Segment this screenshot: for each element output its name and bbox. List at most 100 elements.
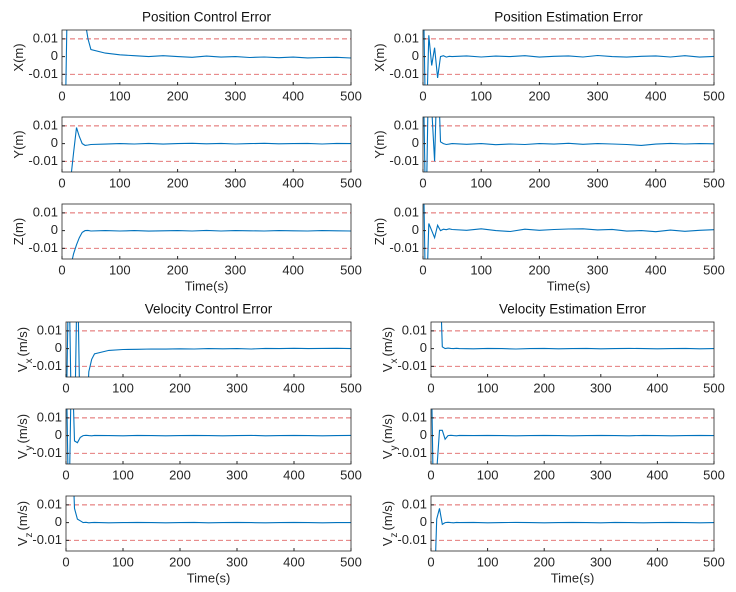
x-tick-label: 400 bbox=[645, 175, 667, 190]
y-label-subscript: x bbox=[24, 358, 35, 363]
data-line bbox=[431, 409, 714, 464]
x-tick-label: 300 bbox=[225, 262, 247, 277]
x-tick-label: 100 bbox=[470, 262, 492, 277]
axes-box bbox=[61, 116, 352, 173]
x-tick-label: 400 bbox=[645, 262, 667, 277]
y-axis-label: Vy(m/s) bbox=[15, 414, 35, 459]
y-label-main: Y(m) bbox=[11, 130, 26, 158]
x-tick-label: 200 bbox=[533, 554, 555, 569]
y-label-subscript: y bbox=[389, 445, 400, 450]
x-tick-label: 300 bbox=[225, 175, 247, 190]
y-label-unit: (m/s) bbox=[380, 414, 395, 444]
y-label-subscript: y bbox=[24, 445, 35, 450]
axes-box bbox=[430, 408, 715, 465]
y-label-main: V bbox=[380, 363, 395, 372]
y-label-main: X(m) bbox=[11, 43, 26, 71]
x-tick-label: 0 bbox=[58, 175, 65, 190]
y-axis-label: Vz(m/s) bbox=[380, 501, 400, 546]
x-tick-label: 0 bbox=[62, 467, 69, 482]
x-tick-label: 200 bbox=[169, 380, 191, 395]
x-tick-label: 500 bbox=[340, 88, 362, 103]
y-label-subscript: z bbox=[389, 532, 400, 537]
x-tick-label: 500 bbox=[703, 554, 725, 569]
x-tick-label: 100 bbox=[470, 88, 492, 103]
x-tick-label: 500 bbox=[703, 380, 725, 395]
y-tick-label: 0.01 bbox=[402, 496, 427, 511]
y-tick-label: 0.01 bbox=[402, 409, 427, 424]
x-tick-label: 400 bbox=[283, 380, 305, 395]
subplot-title: Position Estimation Error bbox=[494, 10, 643, 25]
x-tick-label: 200 bbox=[529, 88, 551, 103]
plot-area bbox=[423, 204, 714, 259]
plot-area bbox=[431, 496, 714, 551]
y-label-main: V bbox=[15, 537, 30, 546]
plot-area bbox=[66, 322, 351, 377]
x-tick-label: 300 bbox=[226, 380, 248, 395]
x-tick-label: 300 bbox=[590, 380, 612, 395]
y-label-unit: (m/s) bbox=[15, 501, 30, 531]
y-label-main: V bbox=[15, 363, 30, 372]
y-tick-label: -0.01 bbox=[389, 240, 419, 255]
y-tick-label: 0.01 bbox=[37, 496, 62, 511]
x-axis-label: Time(s) bbox=[187, 570, 231, 585]
x-tick-label: 400 bbox=[282, 262, 304, 277]
x-tick-label: 0 bbox=[427, 380, 434, 395]
x-tick-label: 100 bbox=[109, 175, 131, 190]
y-label-subscript: z bbox=[24, 532, 35, 537]
y-axis-label: Vx(m/s) bbox=[15, 327, 35, 372]
y-tick-label: 0 bbox=[412, 222, 419, 237]
y-tick-label: 0.01 bbox=[37, 409, 62, 424]
axes-box bbox=[61, 203, 352, 260]
y-axis-label: X(m) bbox=[11, 43, 26, 71]
axes-box bbox=[422, 29, 715, 86]
axes-box bbox=[61, 29, 352, 86]
data-line bbox=[423, 117, 714, 172]
y-axis-label: X(m) bbox=[372, 43, 387, 71]
data-line bbox=[435, 508, 714, 551]
y-tick-label: 0 bbox=[55, 514, 62, 529]
x-tick-label: 400 bbox=[282, 175, 304, 190]
plot-area bbox=[431, 409, 714, 464]
y-axis-label: Vz(m/s) bbox=[15, 501, 35, 546]
y-tick-label: -0.01 bbox=[28, 240, 58, 255]
y-label-main: Y(m) bbox=[372, 130, 387, 158]
y-tick-label: -0.01 bbox=[32, 532, 62, 547]
data-line bbox=[440, 322, 714, 350]
x-tick-label: 200 bbox=[533, 380, 555, 395]
x-tick-label: 200 bbox=[529, 175, 551, 190]
x-axis-label: Time(s) bbox=[185, 278, 229, 293]
x-tick-label: 500 bbox=[340, 175, 362, 190]
x-tick-label: 0 bbox=[62, 380, 69, 395]
y-tick-label: 0.01 bbox=[394, 117, 419, 132]
y-tick-label: 0.01 bbox=[33, 204, 58, 219]
x-tick-label: 300 bbox=[587, 175, 609, 190]
x-tick-label: 300 bbox=[587, 88, 609, 103]
x-tick-label: 100 bbox=[112, 380, 134, 395]
axes-box bbox=[422, 203, 715, 260]
y-axis-label: Z(m) bbox=[372, 218, 387, 245]
y-tick-label: 0.01 bbox=[37, 322, 62, 337]
x-tick-label: 0 bbox=[62, 554, 69, 569]
x-tick-label: 300 bbox=[226, 467, 248, 482]
y-label-main: Z(m) bbox=[372, 218, 387, 245]
x-tick-label: 100 bbox=[477, 380, 499, 395]
x-tick-label: 100 bbox=[109, 262, 131, 277]
x-tick-label: 0 bbox=[427, 554, 434, 569]
x-tick-label: 200 bbox=[167, 262, 189, 277]
data-line bbox=[423, 30, 714, 85]
x-tick-label: 200 bbox=[169, 554, 191, 569]
axes-box bbox=[65, 321, 352, 378]
x-tick-label: 300 bbox=[590, 554, 612, 569]
y-tick-label: -0.01 bbox=[389, 66, 419, 81]
x-tick-label: 500 bbox=[340, 467, 362, 482]
y-label-unit: (m/s) bbox=[15, 414, 30, 444]
x-tick-label: 0 bbox=[419, 262, 426, 277]
y-axis-label: Y(m) bbox=[372, 130, 387, 158]
x-tick-label: 0 bbox=[419, 175, 426, 190]
data-line bbox=[70, 127, 351, 172]
data-line bbox=[73, 496, 351, 524]
y-axis-label: Vx(m/s) bbox=[380, 327, 400, 372]
x-tick-label: 400 bbox=[283, 467, 305, 482]
y-tick-label: 0 bbox=[420, 514, 427, 529]
